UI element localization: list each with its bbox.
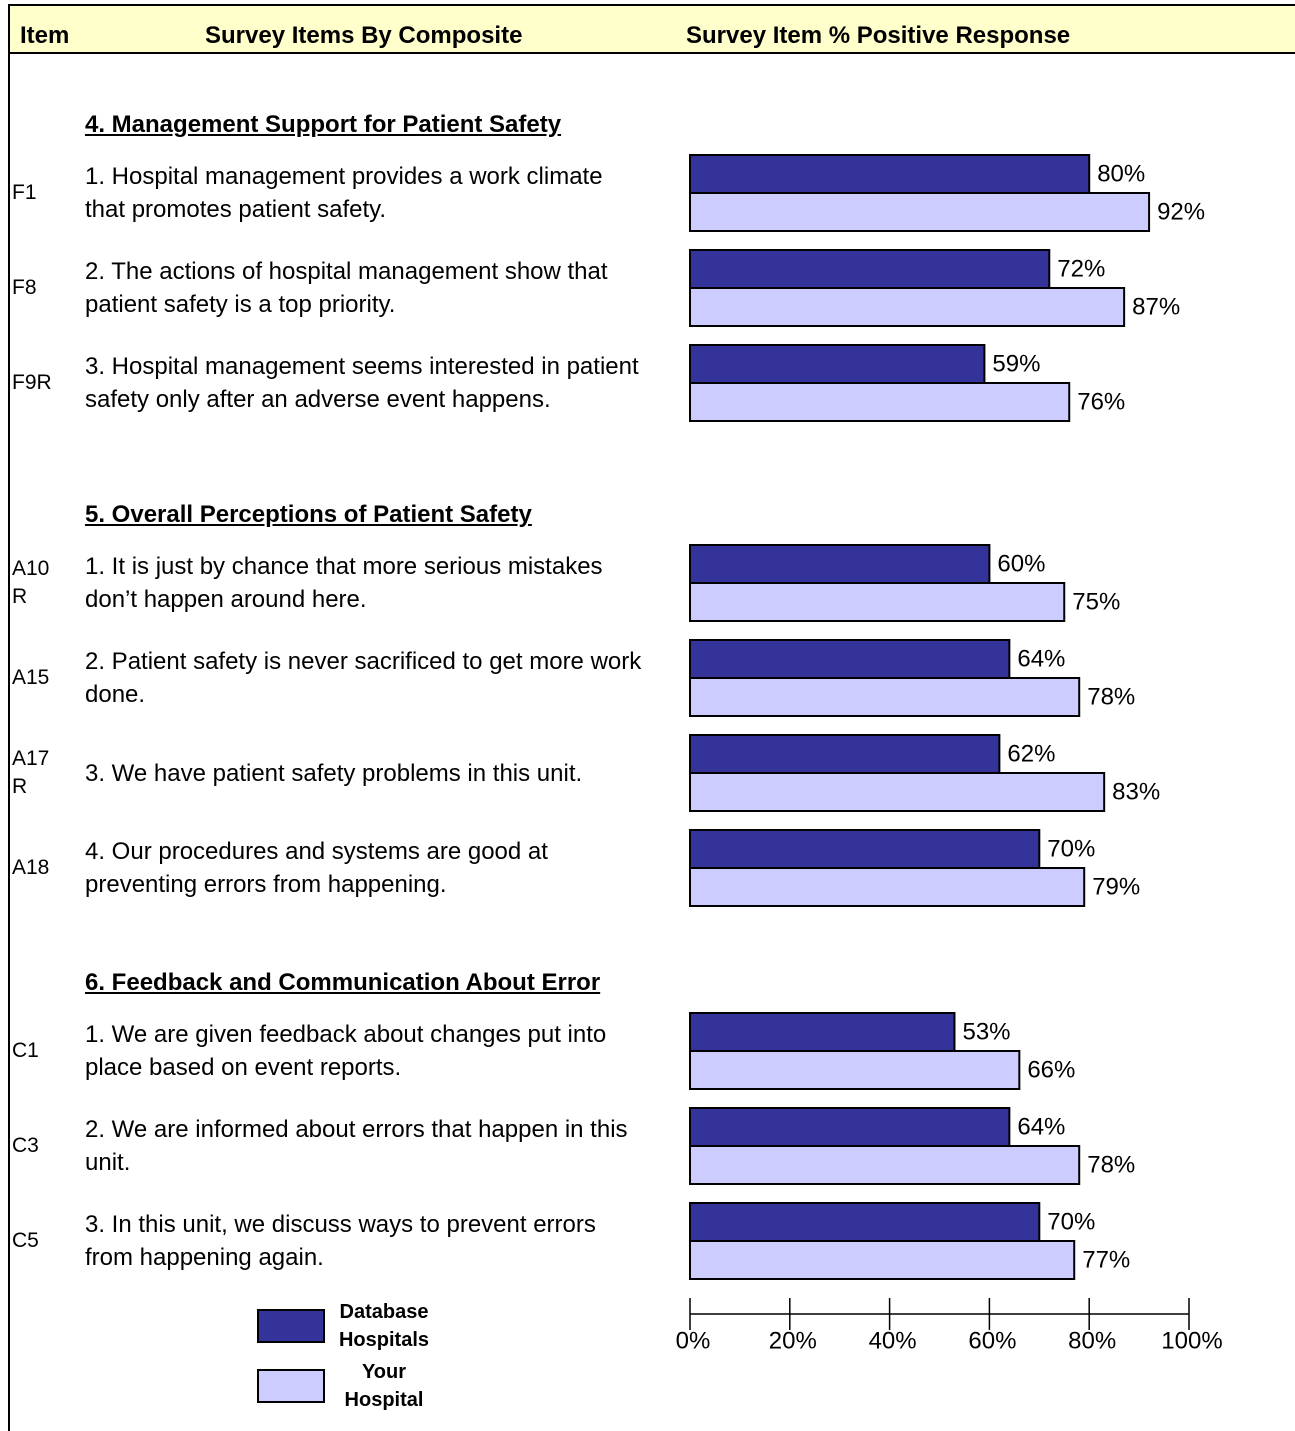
- header-bar: Item Survey Items By Composite Survey It…: [8, 4, 1295, 54]
- legend-label: Database Hospitals: [338, 1301, 430, 1351]
- value-label: 83%: [1112, 778, 1160, 805]
- value-label: 70%: [1047, 1208, 1095, 1235]
- bar: [689, 1145, 1081, 1185]
- value-label: 70%: [1047, 835, 1095, 862]
- value-label: 75%: [1072, 588, 1120, 615]
- x-tick-label: 40%: [869, 1327, 917, 1354]
- item-code: C3: [12, 1134, 39, 1157]
- item-code: A18: [12, 856, 50, 879]
- legend-swatch: [257, 1309, 325, 1343]
- value-label: 66%: [1027, 1056, 1075, 1083]
- value-label: 62%: [1007, 740, 1055, 767]
- item-text: 1. Hospital management provides a work c…: [85, 163, 603, 223]
- bar: [689, 867, 1086, 907]
- bar: [689, 344, 986, 384]
- bar: [689, 249, 1051, 289]
- value-label: 92%: [1157, 198, 1205, 225]
- item-text: 2. Patient safety is never sacrificed to…: [85, 648, 642, 708]
- item-text: 2. The actions of hospital management sh…: [85, 258, 608, 318]
- x-tick-label: 60%: [968, 1327, 1016, 1354]
- value-label: 87%: [1132, 293, 1180, 320]
- header-survey-items: Survey Items By Composite: [205, 22, 523, 49]
- bar: [689, 192, 1151, 232]
- bar: [689, 1202, 1041, 1242]
- value-label: 59%: [992, 350, 1040, 377]
- item-text: 2. We are informed about errors that hap…: [85, 1116, 628, 1176]
- bar: [689, 1050, 1021, 1090]
- item-text: 3. In this unit, we discuss ways to prev…: [85, 1211, 596, 1271]
- bar: [689, 1240, 1076, 1280]
- header-response: Survey Item % Positive Response: [686, 22, 1071, 49]
- value-label: 60%: [997, 550, 1045, 577]
- value-label: 79%: [1092, 873, 1140, 900]
- item-code: F8: [12, 276, 37, 299]
- bar: [689, 829, 1041, 869]
- item-text: 4. Our procedures and systems are good a…: [85, 838, 548, 898]
- section-title: 5. Overall Perceptions of Patient Safety: [85, 501, 532, 528]
- value-label: 78%: [1087, 1151, 1135, 1178]
- left-border: [8, 4, 10, 1431]
- bar: [689, 1012, 956, 1052]
- bar: [689, 677, 1081, 717]
- section-title: 6. Feedback and Communication About Erro…: [85, 969, 601, 996]
- item-code: A10R: [12, 557, 50, 608]
- value-label: 53%: [962, 1018, 1010, 1045]
- item-code: F1: [12, 181, 37, 204]
- x-tick-label: 0%: [676, 1327, 711, 1354]
- section-title: 4. Management Support for Patient Safety: [85, 111, 562, 138]
- value-label: 64%: [1017, 645, 1065, 672]
- item-text: 1. It is just by chance that more seriou…: [85, 553, 603, 613]
- bar: [689, 582, 1066, 622]
- value-label: 77%: [1082, 1246, 1130, 1273]
- item-code: A17R: [12, 747, 50, 798]
- value-label: 76%: [1077, 388, 1125, 415]
- item-text: 1. We are given feedback about changes p…: [85, 1021, 607, 1081]
- bar: [689, 1107, 1011, 1147]
- x-tick-label: 80%: [1068, 1327, 1116, 1354]
- bar: [689, 382, 1071, 422]
- item-code: C1: [12, 1039, 39, 1062]
- value-label: 72%: [1057, 255, 1105, 282]
- x-tick-label: 100%: [1161, 1327, 1222, 1354]
- bar: [689, 544, 991, 584]
- bar: [689, 772, 1106, 812]
- bar: [689, 154, 1091, 194]
- bar: [689, 639, 1011, 679]
- item-text: 3. We have patient safety problems in th…: [85, 759, 583, 787]
- value-label: 80%: [1097, 160, 1145, 187]
- header-item: Item: [20, 22, 70, 49]
- item-code: C5: [12, 1229, 39, 1252]
- legend-swatch: [257, 1369, 325, 1403]
- value-label: 78%: [1087, 683, 1135, 710]
- value-label: 64%: [1017, 1113, 1065, 1140]
- legend-label: Your Hospital: [344, 1361, 424, 1411]
- item-code: A15: [12, 666, 50, 689]
- bar: [689, 734, 1001, 774]
- item-text: 3. Hospital management seems interested …: [85, 353, 639, 413]
- bar: [689, 287, 1126, 327]
- item-code: F9R: [12, 371, 52, 394]
- x-tick-label: 20%: [769, 1327, 817, 1354]
